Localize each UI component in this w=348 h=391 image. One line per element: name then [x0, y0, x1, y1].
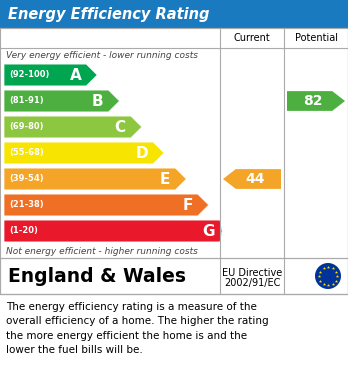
- Text: B: B: [92, 93, 103, 108]
- Text: (92-100): (92-100): [9, 70, 49, 79]
- Text: F: F: [182, 197, 193, 212]
- Text: (69-80): (69-80): [9, 122, 44, 131]
- Text: Very energy efficient - lower running costs: Very energy efficient - lower running co…: [6, 50, 198, 59]
- Text: D: D: [135, 145, 148, 160]
- Polygon shape: [4, 220, 222, 242]
- Text: Energy Efficiency Rating: Energy Efficiency Rating: [8, 7, 209, 22]
- Bar: [0, 28, 348, 294]
- Text: A: A: [70, 68, 81, 83]
- Text: (55-68): (55-68): [9, 149, 44, 158]
- Text: Current: Current: [234, 33, 270, 43]
- Text: (39-54): (39-54): [9, 174, 44, 183]
- Text: EU Directive: EU Directive: [222, 268, 282, 278]
- Polygon shape: [223, 169, 281, 189]
- Bar: [0, 0, 348, 28]
- Polygon shape: [4, 142, 164, 164]
- Text: (81-91): (81-91): [9, 97, 44, 106]
- Circle shape: [315, 263, 341, 289]
- Polygon shape: [4, 168, 187, 190]
- Text: The energy efficiency rating is a measure of the
overall efficiency of a home. T: The energy efficiency rating is a measur…: [6, 302, 269, 355]
- Text: Potential: Potential: [294, 33, 338, 43]
- Polygon shape: [4, 90, 119, 112]
- Polygon shape: [287, 91, 345, 111]
- Text: England & Wales: England & Wales: [8, 267, 186, 285]
- Text: C: C: [115, 120, 126, 135]
- Text: (1-20): (1-20): [9, 226, 38, 235]
- Text: 2002/91/EC: 2002/91/EC: [224, 278, 280, 288]
- Polygon shape: [4, 116, 142, 138]
- Bar: [0, 258, 348, 294]
- Polygon shape: [4, 64, 97, 86]
- Text: 44: 44: [245, 172, 265, 186]
- Text: G: G: [203, 224, 215, 239]
- Text: E: E: [160, 172, 171, 187]
- Text: Not energy efficient - higher running costs: Not energy efficient - higher running co…: [6, 246, 198, 255]
- Text: (21-38): (21-38): [9, 201, 44, 210]
- Polygon shape: [4, 194, 209, 216]
- Text: 82: 82: [303, 94, 323, 108]
